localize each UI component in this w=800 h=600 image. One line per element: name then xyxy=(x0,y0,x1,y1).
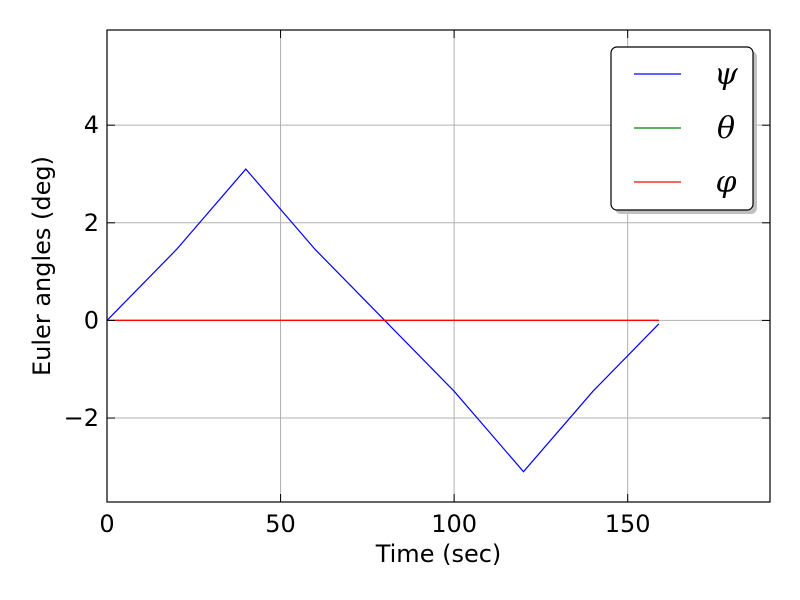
x-tick-label: 50 xyxy=(265,510,296,538)
x-axis-label: Time (sec) xyxy=(375,540,502,568)
y-tick-label: 4 xyxy=(84,111,99,139)
x-tick-label: 150 xyxy=(605,510,651,538)
legend-label: φ xyxy=(715,165,736,200)
x-tick-label: 0 xyxy=(99,510,114,538)
series-lines xyxy=(106,168,660,473)
y-tick-label: 0 xyxy=(84,306,99,334)
axis-ticks: 0 50 100 150 −2 0 2 4 xyxy=(64,30,770,538)
x-tick-label: 100 xyxy=(431,510,477,538)
legend-label: θ xyxy=(717,111,735,146)
y-axis-label: Euler angles (deg) xyxy=(28,156,56,376)
legend: ψθφ xyxy=(610,46,757,214)
plot-frame xyxy=(106,29,771,503)
legend-box xyxy=(610,46,754,211)
y-tick-label: 2 xyxy=(84,209,99,237)
y-tick-label: −2 xyxy=(64,404,99,432)
legend-label: ψ xyxy=(714,57,738,92)
